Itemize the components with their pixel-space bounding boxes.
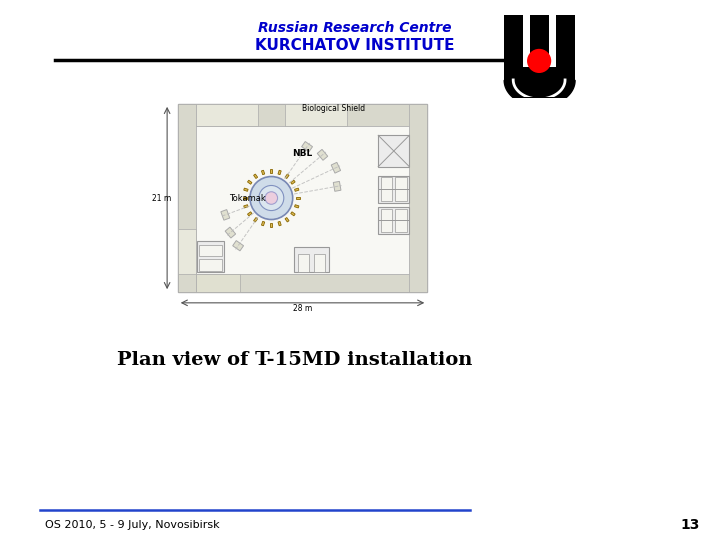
Bar — [378, 176, 410, 202]
Bar — [253, 174, 258, 179]
Bar — [302, 141, 312, 152]
Text: 13: 13 — [680, 518, 700, 532]
Bar — [395, 209, 407, 232]
Bar — [248, 212, 252, 216]
Bar — [178, 104, 196, 292]
Bar — [318, 150, 328, 160]
Bar — [178, 230, 196, 274]
Bar — [270, 223, 272, 227]
Bar — [378, 207, 410, 234]
Bar — [285, 174, 289, 179]
Bar — [261, 170, 265, 174]
Bar — [333, 181, 341, 191]
Bar — [294, 247, 329, 272]
Text: Biological Shield: Biological Shield — [302, 104, 365, 113]
Bar — [381, 209, 392, 232]
Bar — [294, 188, 299, 191]
Bar — [178, 274, 427, 292]
Bar — [244, 188, 248, 191]
Bar — [248, 180, 252, 184]
Bar — [244, 205, 248, 208]
Bar — [504, 63, 575, 80]
Bar — [178, 104, 427, 126]
Bar — [221, 210, 230, 220]
Text: OS 2010, 5 - 9 July, Novosibirsk: OS 2010, 5 - 9 July, Novosibirsk — [45, 520, 220, 530]
Bar — [196, 104, 258, 126]
Bar — [395, 178, 407, 201]
Text: Plan view of T-15MD installation: Plan view of T-15MD installation — [117, 351, 473, 369]
Bar — [381, 178, 392, 201]
Bar — [530, 15, 549, 67]
Bar — [270, 169, 272, 173]
Bar — [284, 104, 347, 126]
Bar — [291, 212, 295, 216]
Bar — [331, 163, 341, 173]
Bar — [197, 241, 224, 272]
Bar — [199, 259, 222, 271]
Bar — [291, 180, 295, 184]
Bar — [410, 104, 427, 292]
Text: KURCHATOV INSTITUTE: KURCHATOV INSTITUTE — [256, 38, 455, 53]
Bar — [243, 197, 246, 199]
Bar — [278, 170, 282, 174]
Text: Tokamak: Tokamak — [229, 193, 266, 202]
Bar — [199, 245, 222, 256]
Circle shape — [527, 49, 552, 73]
Text: Russian Research Centre: Russian Research Centre — [258, 21, 451, 35]
Bar — [298, 254, 309, 272]
Circle shape — [265, 192, 278, 204]
Text: 28 m: 28 m — [293, 303, 312, 313]
Bar — [378, 136, 410, 167]
Text: 21 m: 21 m — [152, 193, 171, 202]
Circle shape — [250, 177, 293, 220]
Bar — [225, 227, 235, 238]
Bar — [196, 126, 410, 274]
Bar — [314, 254, 325, 272]
Bar — [556, 15, 575, 67]
Bar — [261, 221, 265, 226]
Text: NBL: NBL — [292, 148, 312, 158]
Bar — [504, 15, 523, 67]
Bar — [178, 104, 427, 292]
Circle shape — [259, 185, 284, 211]
Bar — [549, 15, 556, 67]
Bar — [278, 221, 282, 226]
Bar — [523, 15, 530, 67]
Bar — [296, 197, 300, 199]
Bar — [285, 218, 289, 222]
Bar — [294, 205, 299, 208]
Bar — [196, 274, 240, 292]
Bar — [253, 218, 258, 222]
Bar — [233, 241, 243, 251]
